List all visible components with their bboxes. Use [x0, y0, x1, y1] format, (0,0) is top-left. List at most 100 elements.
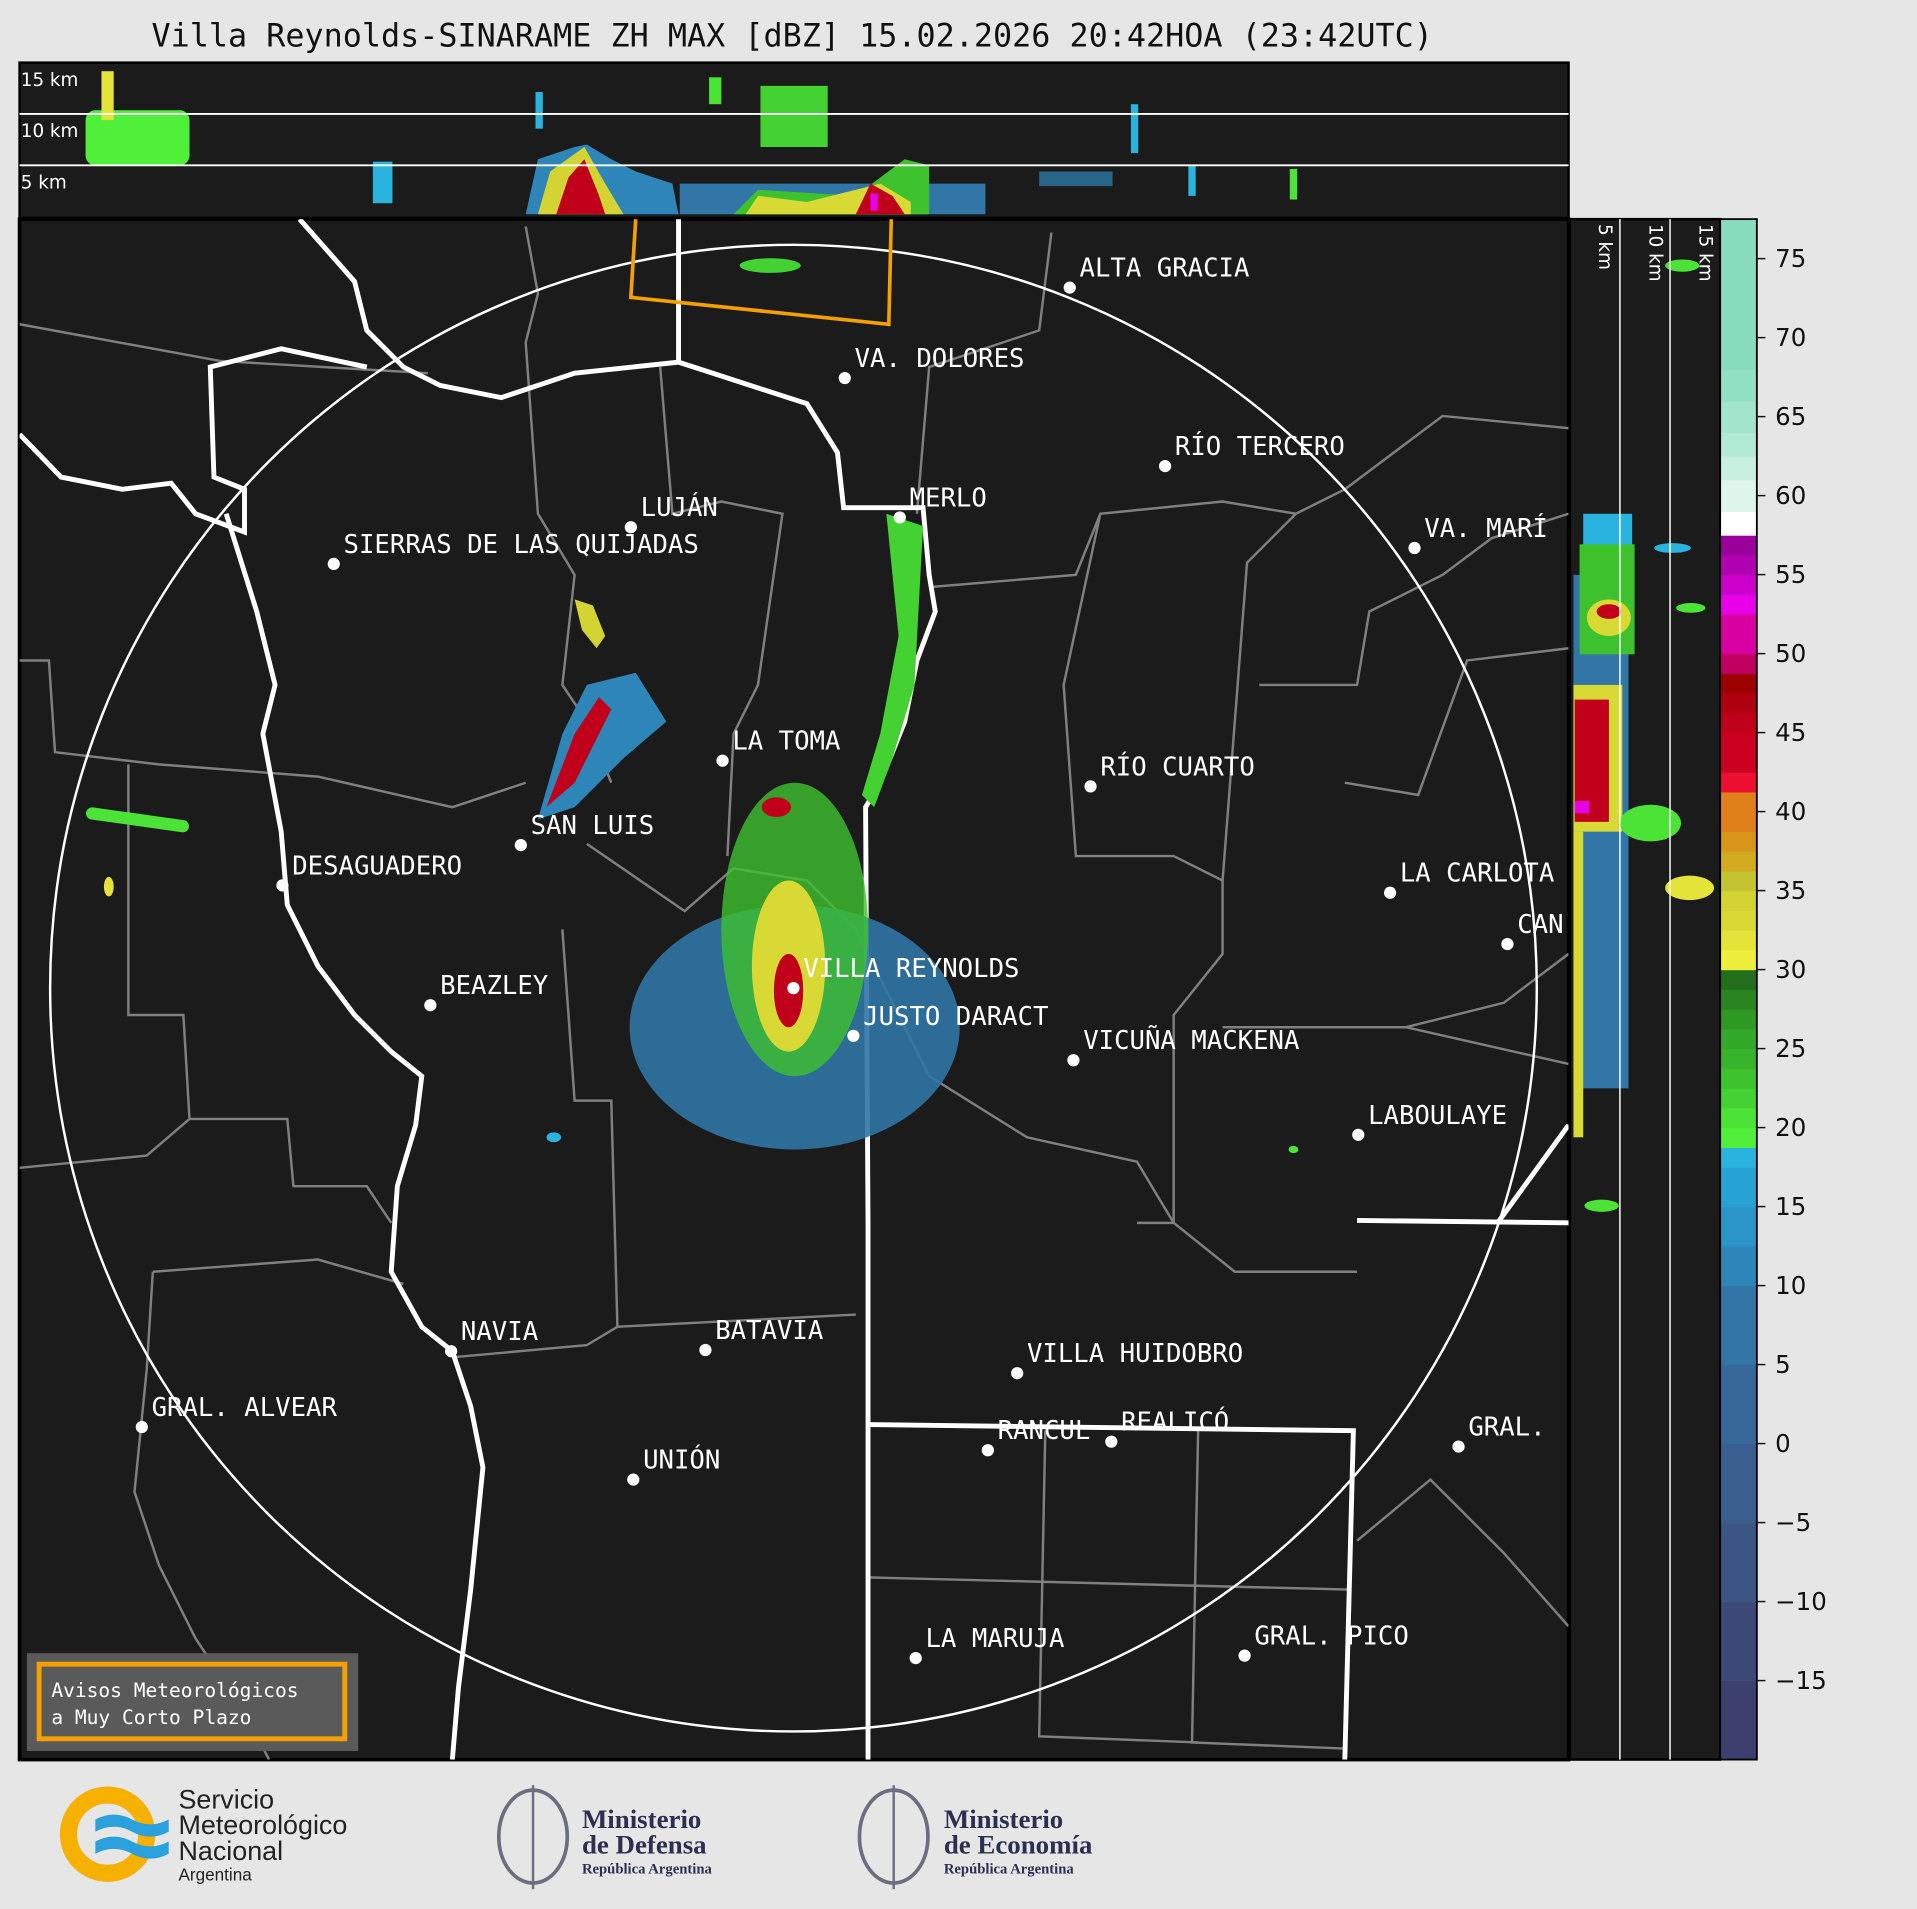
city-dot-icon — [1238, 1649, 1251, 1662]
city-dot-icon — [1159, 459, 1172, 473]
city-dot-icon — [1063, 281, 1076, 294]
colorbar-bin — [1720, 1443, 1757, 1524]
colorbar-bin — [1720, 831, 1757, 852]
side-label-15km: 15 km — [1694, 224, 1715, 282]
colorbar-tick-label: −5 — [1775, 1508, 1811, 1537]
city-marker: JUSTO DARACT — [847, 1002, 1048, 1042]
defensa-line-1: Ministerio — [582, 1804, 701, 1834]
colorbar-tick-label: 45 — [1775, 718, 1806, 747]
city-label: LUJÁN — [641, 491, 718, 523]
colorbar-tick-label: 55 — [1775, 560, 1806, 589]
city-marker: LA CARLOTA — [1383, 859, 1554, 899]
city-marker: NAVIA — [445, 1317, 538, 1358]
colorbar-bin — [1720, 949, 1757, 971]
city-label: GRAL. ALVEAR — [152, 1393, 338, 1423]
smn-line-3: Nacional — [178, 1836, 283, 1866]
radar-echoes — [85, 258, 1299, 1154]
colorbar-bin — [1720, 1009, 1757, 1030]
top-echoes — [85, 71, 1298, 215]
city-label: VILLA HUIDOBRO — [1027, 1339, 1243, 1369]
colorbar-bin — [1720, 772, 1757, 793]
city-dot-icon — [1352, 1128, 1365, 1141]
colorbar-bin — [1720, 511, 1757, 536]
colorbar-bin — [1720, 614, 1757, 655]
colorbar-bin — [1720, 554, 1757, 576]
city-dot-icon — [1408, 541, 1421, 555]
city-marker: CAN — [1501, 910, 1564, 951]
warning-line-1: Avisos Meteorológicos — [51, 1679, 298, 1702]
city-dot-icon — [627, 1473, 640, 1486]
city-label: VA. DOLORES — [855, 344, 1025, 374]
smn-line-4: Argentina — [178, 1866, 252, 1885]
city-dot-icon — [514, 838, 527, 852]
city-dot-icon — [276, 879, 289, 892]
colorbar-bin — [1720, 1206, 1757, 1247]
colorbar-bin — [1720, 1246, 1757, 1287]
top-label-15km: 15 km — [21, 70, 79, 91]
defensa-line-3: República Argentina — [582, 1861, 713, 1877]
colorbar-tick-label: 40 — [1775, 797, 1806, 826]
colorbar-bin — [1720, 1285, 1757, 1366]
defensa-line-2: de Defensa — [582, 1830, 707, 1860]
defensa-logo: Ministerio de Defensa República Argentin… — [496, 1785, 713, 1890]
colorbar-bin — [1720, 594, 1757, 615]
colorbar-bin — [1720, 989, 1757, 1010]
colorbar-tick-label: 65 — [1775, 402, 1806, 431]
city-label: REALICÓ — [1121, 1406, 1229, 1438]
smn-logo: Servicio Meteorológico Nacional Argentin… — [59, 1784, 347, 1885]
colorbar-bin — [1720, 653, 1757, 674]
city-marker: UNIÓN — [627, 1444, 720, 1486]
colorbar-bin — [1720, 1680, 1757, 1761]
smn-line-1: Servicio — [178, 1784, 274, 1814]
colorbar-tick-label: 35 — [1775, 876, 1806, 905]
city-marker: RANCUL — [981, 1416, 1090, 1457]
colorbar-tick-label: 5 — [1775, 1350, 1791, 1379]
city-label: GRAL. PICO — [1254, 1622, 1408, 1652]
warning-box[interactable]: Avisos Meteorológicos a Muy Corto Plazo — [26, 1653, 359, 1752]
city-marker: VICUÑA MACKENA — [1067, 1024, 1299, 1067]
city-markers: ALTA GRACIA VA. DOLORES RÍO TERCERO MERLO LU… — [135, 254, 1564, 1665]
colorbar-bin — [1720, 969, 1757, 990]
city-marker: SIERRAS DE LAS QUIJADAS — [327, 530, 699, 570]
city-label: GRAL. — [1468, 1413, 1545, 1443]
colorbar-bin — [1720, 910, 1757, 931]
city-dot-icon — [1105, 1435, 1118, 1448]
colorbar-bin — [1720, 930, 1757, 951]
city-label: SAN LUIS — [531, 811, 655, 841]
colorbar-bin — [1720, 574, 1757, 595]
city-label: LA MARUJA — [925, 1624, 1064, 1654]
radar-range-ring — [48, 243, 1539, 1733]
top-height-panel: 15 km 10 km 5 km — [18, 61, 1570, 220]
colorbar-frame — [1719, 218, 1758, 1761]
city-label: NAVIA — [461, 1317, 538, 1347]
warning-line-2: a Muy Corto Plazo — [51, 1706, 251, 1729]
colorbar-bin — [1720, 219, 1757, 370]
colorbar-bin — [1720, 479, 1757, 513]
city-marker: GRAL. PICO — [1238, 1622, 1409, 1662]
colorbar-bin — [1720, 1107, 1757, 1129]
city-label: ALTA GRACIA — [1080, 254, 1250, 284]
city-dot-icon — [1067, 1054, 1080, 1067]
colorbar-bin — [1720, 1167, 1757, 1208]
city-marker: GRAL. — [1452, 1413, 1546, 1453]
city-marker: MERLO — [893, 483, 987, 524]
colorbar-bin — [1720, 432, 1757, 457]
colorbar-bin — [1720, 673, 1757, 694]
city-marker: LABOULAYE — [1352, 1101, 1507, 1141]
colorbar-bin — [1720, 456, 1757, 481]
colorbar-bin — [1720, 693, 1757, 714]
side-height-panel: 5 km 10 km 15 km — [1568, 217, 1722, 1761]
economia-line-2: de Economía — [944, 1830, 1093, 1860]
city-marker: LUJÁN — [624, 491, 718, 534]
colorbar-tick-label: 50 — [1775, 639, 1806, 668]
economia-logo: Ministerio de Economía República Argenti… — [857, 1785, 1093, 1890]
approach-marker — [628, 219, 894, 327]
side-label-10km: 10 km — [1644, 224, 1665, 282]
colorbar-bin — [1720, 369, 1757, 402]
economia-line-3: República Argentina — [944, 1861, 1075, 1877]
colorbar-bin — [1720, 890, 1757, 911]
colorbar-bin — [1720, 1522, 1757, 1603]
city-marker: BATAVIA — [699, 1316, 823, 1357]
city-marker: BEAZLEY — [424, 971, 548, 1012]
